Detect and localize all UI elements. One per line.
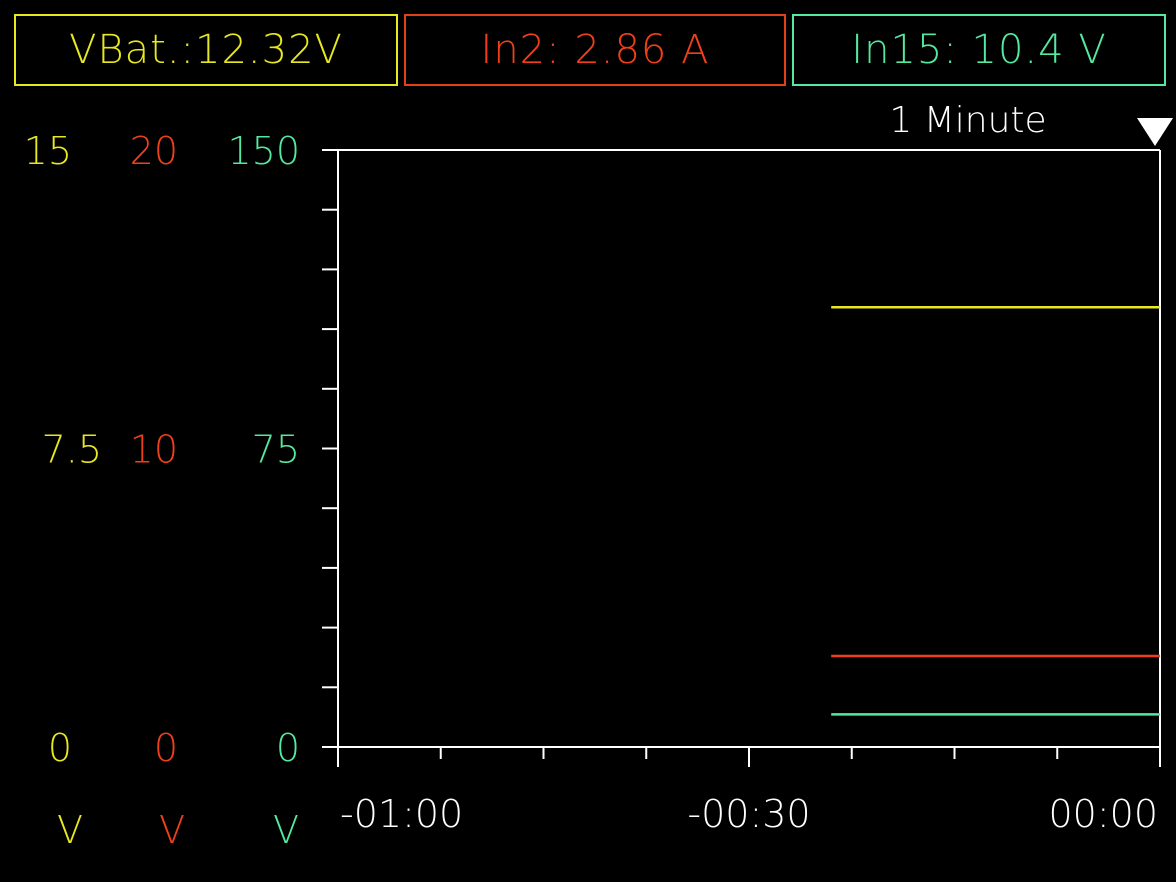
vbat-readout-text: VBat.:12.32V — [69, 27, 343, 73]
in15-readout-text: In15: 10.4 V — [851, 27, 1107, 73]
timescale-selector[interactable]: 1 Minute — [889, 100, 1173, 146]
in2-readout-text: In2: 2.86 A — [480, 27, 710, 73]
y-tick-label: 20 — [130, 129, 178, 173]
y-tick-label: 0 — [48, 726, 72, 770]
y-tick-label: 7.5 — [42, 428, 102, 472]
y-unit-label: V — [273, 808, 299, 852]
series-lines — [831, 305, 1160, 716]
y-tick-label: 10 — [130, 428, 178, 472]
timescale-label: 1 Minute — [889, 100, 1046, 141]
y-tick-label: 0 — [276, 726, 300, 770]
x-tick-label: -01:00 — [340, 792, 463, 836]
x-axis-labels: -01:00 -00:30 00:00 — [340, 792, 1158, 836]
x-tick-label: 00:00 — [1048, 792, 1158, 836]
y-tick-label: 75 — [252, 428, 300, 472]
y-tick-label: 15 — [24, 129, 72, 173]
x-tick-label: -00:30 — [687, 792, 810, 836]
y-tick-label: 0 — [154, 726, 178, 770]
vbat-readout: VBat.:12.32V — [14, 14, 398, 86]
y-unit-label: V — [159, 808, 185, 852]
chart-axes — [322, 149, 1161, 767]
in15-readout: In15: 10.4 V — [792, 14, 1166, 86]
triangle-down-icon[interactable] — [1137, 118, 1173, 146]
y-unit-label: V — [57, 808, 83, 852]
in2-readout: In2: 2.86 A — [404, 14, 786, 86]
y-tick-label: 150 — [227, 129, 300, 173]
y-axis-labels: 15 7.5 0 V 20 10 0 V 150 75 0 V — [24, 129, 300, 852]
